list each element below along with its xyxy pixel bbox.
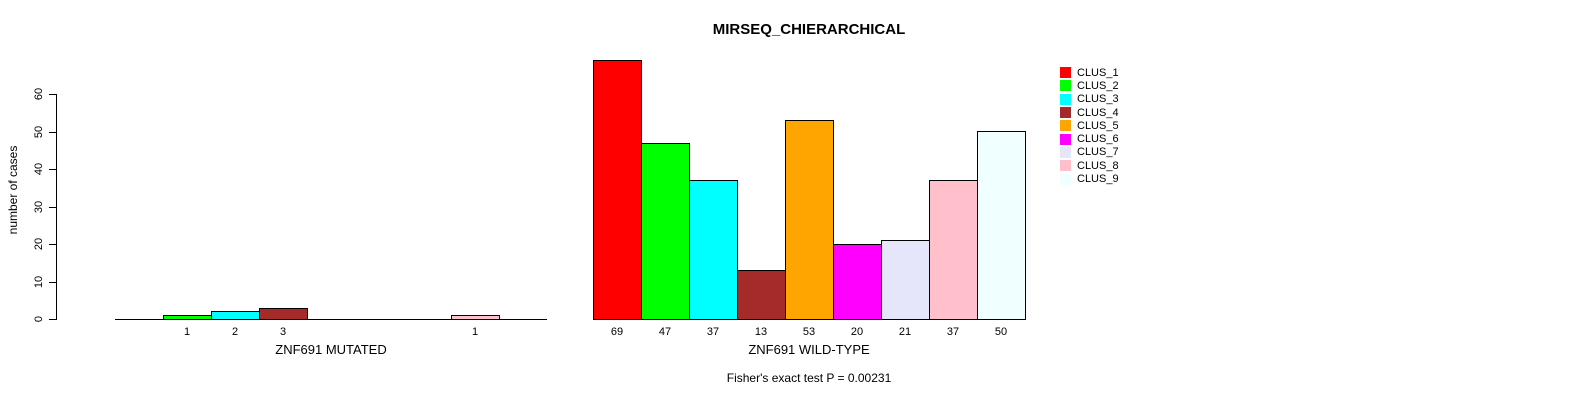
legend-swatch-clus_1 xyxy=(1060,67,1071,79)
legend-label: CLUS_5 xyxy=(1077,119,1119,132)
bar-clus_8 xyxy=(929,180,978,320)
legend-item: CLUS_1 xyxy=(1060,66,1119,79)
y-tick-label: 10 xyxy=(33,275,45,289)
bar-value-label: 50 xyxy=(994,326,1008,338)
legend-label: CLUS_9 xyxy=(1077,173,1119,186)
legend-label: CLUS_8 xyxy=(1077,159,1119,172)
y-tick-label: 40 xyxy=(33,162,45,176)
legend-label: CLUS_4 xyxy=(1077,106,1119,119)
bar-value-label: 20 xyxy=(850,326,864,338)
legend-swatch-clus_6 xyxy=(1060,133,1071,145)
y-tick xyxy=(49,94,56,95)
legend-item: CLUS_2 xyxy=(1060,79,1119,92)
y-tick-label: 0 xyxy=(33,315,45,323)
y-tick-label: 20 xyxy=(33,237,45,251)
bar-clus_9 xyxy=(977,131,1026,320)
y-tick xyxy=(49,319,56,320)
legend-swatch-clus_9 xyxy=(1060,173,1071,185)
y-tick xyxy=(49,207,56,208)
y-axis-line xyxy=(56,94,57,320)
legend-label: CLUS_1 xyxy=(1077,66,1119,79)
legend: CLUS_1 CLUS_2 CLUS_3 CLUS_4 CLUS_5 CLUS_6 CLUS… xyxy=(1060,66,1119,186)
y-axis-label: number of cases xyxy=(6,145,20,235)
bar-clus_5 xyxy=(785,120,834,320)
bar-value-label: 37 xyxy=(706,326,720,338)
x-axis-label-mutated: ZNF691 MUTATED xyxy=(275,342,387,357)
y-tick xyxy=(49,132,56,133)
bar-clus_2 xyxy=(641,143,690,320)
legend-swatch-clus_5 xyxy=(1060,120,1071,132)
bar-clus_1 xyxy=(593,60,642,320)
bar-value-label: 13 xyxy=(754,326,768,338)
bar-value-label: 1 xyxy=(183,326,191,338)
legend-swatch-clus_3 xyxy=(1060,93,1071,105)
bar-clus_2 xyxy=(163,315,212,320)
bar-value-label: 47 xyxy=(658,326,672,338)
legend-item: CLUS_3 xyxy=(1060,93,1119,106)
bar-value-label: 53 xyxy=(802,326,816,338)
legend-item: CLUS_4 xyxy=(1060,106,1119,119)
legend-item: CLUS_6 xyxy=(1060,132,1119,145)
bar-value-label: 37 xyxy=(946,326,960,338)
y-tick xyxy=(49,244,56,245)
bar-value-label: 2 xyxy=(231,326,239,338)
bar-clus_4 xyxy=(737,270,786,320)
fisher-test-caption: Fisher's exact test P = 0.00231 xyxy=(726,371,892,385)
x-axis-label-wildtype: ZNF691 WILD-TYPE xyxy=(748,342,870,357)
y-tick xyxy=(49,169,56,170)
bar-clus_6 xyxy=(833,244,882,320)
legend-label: CLUS_3 xyxy=(1077,93,1119,106)
bar-value-label: 21 xyxy=(898,326,912,338)
chart-title: MIRSEQ_CHIERARCHICAL xyxy=(712,21,906,38)
bar-value-label: 69 xyxy=(610,326,624,338)
legend-label: CLUS_6 xyxy=(1077,133,1119,146)
legend-swatch-clus_7 xyxy=(1060,146,1071,158)
bar-clus_3 xyxy=(689,180,738,320)
y-tick xyxy=(49,282,56,283)
bar-clus_7 xyxy=(881,240,930,320)
legend-item: CLUS_9 xyxy=(1060,172,1119,185)
legend-swatch-clus_2 xyxy=(1060,80,1071,92)
y-tick-label: 50 xyxy=(33,125,45,139)
y-tick-label: 60 xyxy=(33,87,45,101)
bar-clus_8 xyxy=(451,315,500,320)
legend-label: CLUS_7 xyxy=(1077,146,1119,159)
bar-value-label: 3 xyxy=(279,326,287,338)
legend-swatch-clus_8 xyxy=(1060,160,1071,172)
bar-value-label: 1 xyxy=(471,326,479,338)
bar-clus_3 xyxy=(211,311,260,320)
legend-label: CLUS_2 xyxy=(1077,79,1119,92)
bar-clus_4 xyxy=(259,308,308,320)
legend-item: CLUS_7 xyxy=(1060,146,1119,159)
legend-swatch-clus_4 xyxy=(1060,107,1071,119)
legend-item: CLUS_8 xyxy=(1060,159,1119,172)
legend-item: CLUS_5 xyxy=(1060,119,1119,132)
y-tick-label: 30 xyxy=(33,200,45,214)
x-axis-baseline xyxy=(115,319,547,320)
